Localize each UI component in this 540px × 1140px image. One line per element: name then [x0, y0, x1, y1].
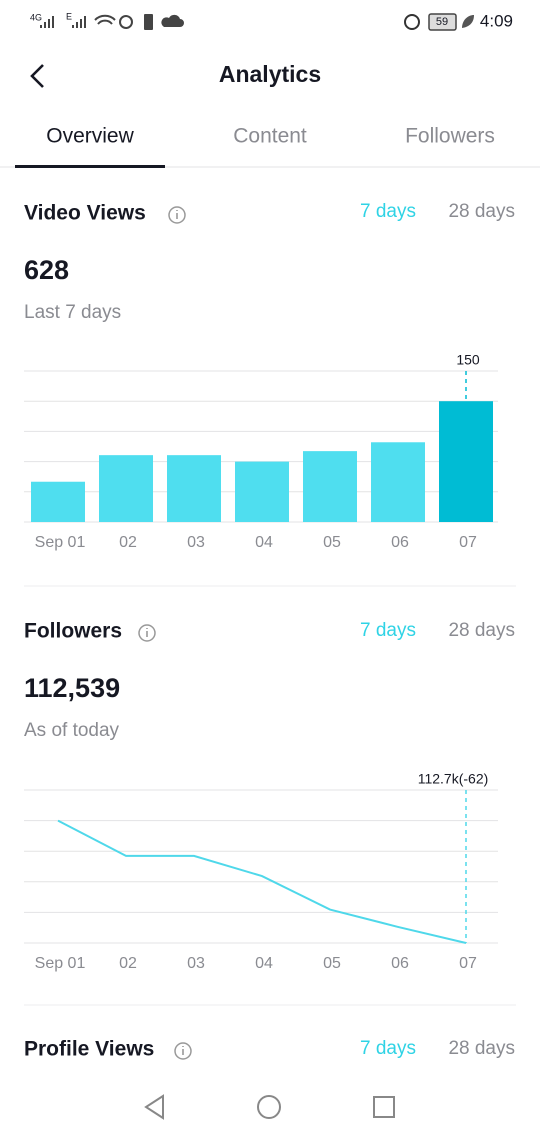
x-tick-label: 05 — [323, 955, 341, 972]
bar — [31, 481, 85, 522]
x-tick-label: 02 — [119, 955, 137, 972]
x-tick-label: 04 — [255, 955, 273, 972]
value-label: 112.7k(-62) — [418, 771, 489, 787]
bar — [371, 442, 425, 522]
info-icon[interactable] — [168, 206, 186, 224]
x-tick-label: Sep 01 — [35, 534, 86, 551]
range-option[interactable]: 7 days — [360, 620, 416, 641]
status-bar: 4G E 59 4:09 — [30, 11, 513, 31]
x-tick-label: 06 — [391, 534, 409, 551]
total: 628 — [24, 255, 69, 285]
page-title: Analytics — [219, 61, 321, 87]
bar — [235, 461, 289, 522]
battery-icon — [428, 13, 457, 31]
bar — [167, 455, 221, 522]
alarm-icon — [404, 14, 420, 30]
range-option[interactable]: 28 days — [448, 201, 515, 222]
tab[interactable]: Content — [233, 125, 307, 148]
x-tick-label: 07 — [459, 534, 477, 551]
signal-icon — [40, 16, 54, 28]
nav-home[interactable] — [257, 1095, 281, 1119]
info-icon[interactable] — [174, 1042, 192, 1060]
total: 112,539 — [24, 673, 120, 703]
line — [57, 819, 467, 944]
back-button[interactable] — [30, 64, 44, 88]
range-option[interactable]: 7 days — [360, 201, 416, 222]
wifi-icon — [94, 14, 116, 25]
range-option[interactable]: 28 days — [448, 620, 515, 641]
section-title: Video Views — [24, 202, 146, 225]
x-tick-label: 03 — [187, 534, 205, 551]
leaf-icon — [462, 15, 474, 28]
info-icon[interactable] — [138, 624, 156, 642]
bar — [303, 451, 357, 522]
battery-saver-icon — [144, 14, 153, 30]
range-option[interactable]: 28 days — [448, 1038, 515, 1059]
x-tick-label: 06 — [391, 955, 409, 972]
bar — [439, 401, 493, 522]
clock: 4:09 — [480, 11, 513, 30]
network-2-label: E — [66, 11, 72, 21]
nav-back[interactable] — [144, 1094, 164, 1120]
caption: Last 7 days — [24, 302, 121, 323]
caption: As of today — [24, 720, 120, 741]
section-title: Profile Views — [24, 1038, 154, 1061]
x-tick-label: 07 — [459, 955, 477, 972]
x-tick-label: 02 — [119, 534, 137, 551]
range-option[interactable]: 7 days — [360, 1038, 416, 1059]
bar — [99, 455, 153, 522]
tab[interactable]: Overview — [46, 125, 134, 148]
cloud-icon — [161, 14, 184, 27]
value-label: 150 — [456, 352, 480, 368]
section-title: Followers — [24, 620, 122, 643]
nav-recents[interactable] — [373, 1096, 395, 1118]
x-tick-label: 05 — [323, 534, 341, 551]
battery-label: 59 — [436, 16, 448, 28]
network-label: 4G — [30, 12, 42, 22]
x-tick-label: 04 — [255, 534, 273, 551]
x-tick-label: 03 — [187, 955, 205, 972]
x-tick-label: Sep 01 — [35, 955, 86, 972]
tab[interactable]: Followers — [405, 125, 495, 148]
tab-indicator — [15, 165, 165, 168]
alarm-icon — [119, 15, 133, 29]
signal-icon — [72, 16, 86, 28]
